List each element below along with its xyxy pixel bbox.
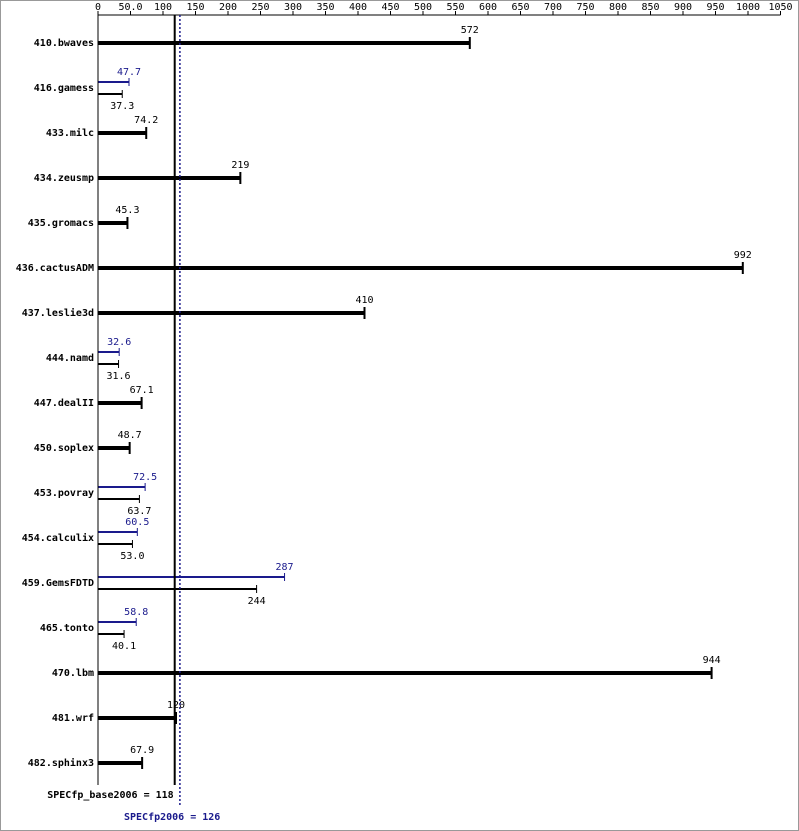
value-label: 120	[167, 700, 185, 711]
category-label cat: 434.zeusmp	[34, 173, 94, 184]
x-tick-label: 400	[349, 2, 367, 13]
x-tick-label: 450	[381, 2, 399, 13]
x-tick-label: 350	[316, 2, 334, 13]
category-label cat: 481.wrf	[52, 713, 94, 724]
reference-label: SPECfp2006 = 126	[124, 812, 220, 823]
x-tick-label: 500	[414, 2, 432, 13]
category-label cat: 465.tonto	[40, 623, 94, 634]
bar	[98, 401, 142, 405]
x-tick-label: 1050	[768, 2, 792, 13]
x-tick-label: 700	[544, 2, 562, 13]
bar	[98, 761, 143, 765]
bar	[98, 716, 176, 720]
x-tick-label: 150	[186, 2, 204, 13]
category-label cat: 444.namd	[46, 353, 94, 364]
x-tick-label: 550	[446, 2, 464, 13]
value-label: 67.1	[130, 385, 154, 396]
value-label: 45.3	[115, 205, 139, 216]
reference-label: SPECfp_base2006 = 118	[47, 790, 173, 801]
base-value-label: 31.6	[106, 371, 130, 382]
bar	[98, 221, 128, 225]
x-tick-label: 800	[609, 2, 627, 13]
bar	[98, 131, 147, 135]
base-value-label: 53.0	[120, 551, 144, 562]
x-tick-label: 50.0	[118, 2, 142, 13]
bar	[98, 41, 470, 45]
value-label: 219	[231, 160, 249, 171]
x-tick-label: 250	[251, 2, 269, 13]
value-label: 67.9	[130, 745, 154, 756]
peak-value-label: 72.5	[133, 472, 157, 483]
category-label cat: 453.povray	[34, 488, 94, 499]
category-label cat: 437.leslie3d	[22, 307, 94, 319]
peak-value-label: 58.8	[124, 607, 148, 618]
category-label cat: 433.milc	[46, 127, 94, 139]
bar	[98, 311, 365, 315]
category-label cat: 410.bwaves	[34, 38, 94, 49]
x-tick-label: 0	[95, 2, 101, 13]
peak-value-label: 60.5	[125, 517, 149, 528]
x-tick-label: 950	[706, 2, 724, 13]
bar	[98, 266, 743, 270]
value-label: 410	[355, 295, 373, 306]
bar	[98, 671, 712, 675]
peak-value-label: 287	[276, 562, 294, 573]
base-value-label: 244	[248, 596, 266, 607]
category-label cat: 436.cactusADM	[16, 263, 94, 274]
value-label: 992	[734, 250, 752, 261]
x-tick-label: 200	[219, 2, 237, 13]
x-tick-label: 900	[674, 2, 692, 13]
x-tick-label: 850	[641, 2, 659, 13]
base-value-label: 37.3	[110, 101, 134, 112]
x-tick-label: 600	[479, 2, 497, 13]
peak-value-label: 32.6	[107, 337, 131, 348]
category-label cat: 470.lbm	[52, 668, 94, 679]
category-label cat: 435.gromacs	[28, 218, 94, 229]
category-label cat: 450.soplex	[34, 443, 94, 454]
category-label cat: 459.GemsFDTD	[22, 578, 94, 589]
value-label: 74.2	[134, 115, 158, 126]
base-value-label: 63.7	[127, 506, 151, 517]
x-tick-label: 650	[511, 2, 529, 13]
x-tick-label: 1000	[736, 2, 760, 13]
category-label cat: 416.gamess	[34, 83, 94, 94]
value-label: 48.7	[118, 430, 142, 441]
category-label cat: 482.sphinx3	[28, 757, 94, 769]
x-tick-label: 750	[576, 2, 594, 13]
base-value-label: 40.1	[112, 641, 136, 652]
peak-value-label: 47.7	[117, 67, 141, 78]
bar	[98, 446, 130, 450]
x-tick-label: 300	[284, 2, 302, 13]
x-tick-label: 100	[154, 2, 172, 13]
category-label cat: 454.calculix	[22, 532, 94, 544]
category-label cat: 447.dealII	[34, 398, 94, 409]
value-label: 572	[461, 25, 479, 36]
value-label: 944	[703, 655, 721, 666]
bar	[98, 176, 241, 180]
